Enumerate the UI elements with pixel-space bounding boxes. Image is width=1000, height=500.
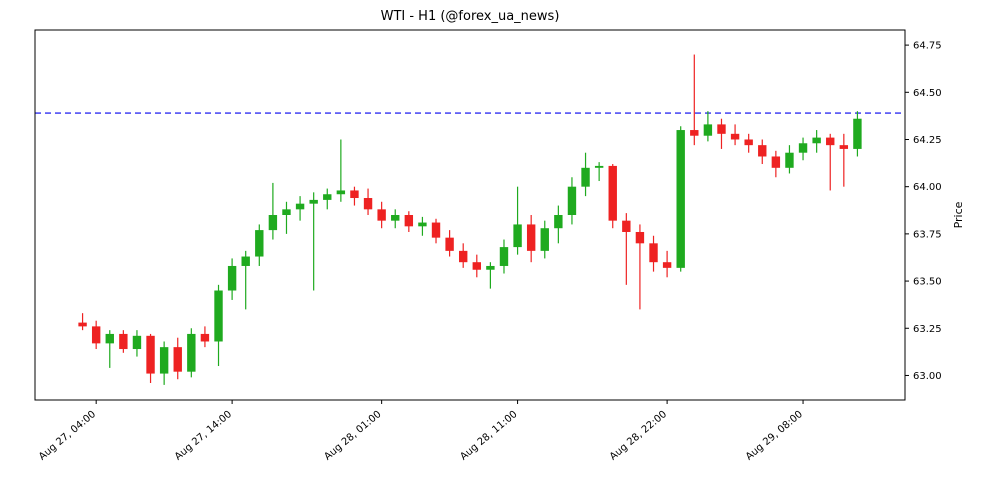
- y-tick-label: 63.25: [913, 324, 942, 335]
- candle: [554, 205, 563, 244]
- candle: [540, 220, 549, 259]
- candle: [404, 211, 414, 232]
- candle: [241, 250, 250, 310]
- y-tick-label: 64.50: [913, 88, 942, 99]
- x-tick-label: Aug 28, 22:00: [608, 409, 669, 463]
- candle: [608, 164, 617, 229]
- candle: [200, 326, 210, 348]
- candle: [214, 284, 223, 367]
- candle: [91, 320, 101, 350]
- y-tick-label: 64.25: [913, 135, 942, 146]
- candle: [594, 162, 604, 182]
- candle: [173, 337, 182, 380]
- candle: [295, 196, 305, 221]
- candle: [336, 139, 346, 202]
- y-axis-label: Price: [952, 201, 965, 228]
- candle: [445, 230, 454, 257]
- candle: [363, 188, 373, 215]
- x-tick-label: Aug 28, 01:00: [322, 409, 383, 463]
- candle: [662, 250, 672, 278]
- candle: [839, 133, 849, 187]
- chart-title: WTI - H1 (@forex_ua_news): [381, 9, 560, 24]
- candle: [431, 218, 441, 244]
- candle: [377, 201, 386, 229]
- plot-area: 63.00 63.25 63.50 63.75 64.00 64.25 64.50 64.75…: [34, 29, 942, 463]
- candle: [785, 145, 794, 174]
- x-tick-label: Aug 29, 08:00: [744, 409, 805, 463]
- candle: [282, 201, 291, 234]
- candle: [187, 328, 196, 378]
- candle: [472, 254, 481, 278]
- candle: [350, 186, 359, 206]
- candle: [581, 152, 590, 197]
- candle: [853, 111, 862, 157]
- x-tick-label: Aug 27, 04:00: [37, 409, 98, 463]
- candle: [771, 150, 781, 178]
- candle: [826, 133, 835, 191]
- candle: [309, 192, 318, 291]
- candle: [690, 54, 699, 146]
- x-tick-label: Aug 27, 14:00: [173, 409, 234, 463]
- y-tick-label: 63.75: [913, 229, 942, 240]
- plot-border: [34, 29, 906, 401]
- candle: [744, 133, 753, 153]
- candle: [649, 235, 658, 272]
- candle: [227, 258, 237, 300]
- candle: [499, 239, 509, 274]
- y-tick-label: 64.75: [913, 41, 942, 52]
- candle: [676, 126, 685, 272]
- candle: [635, 224, 645, 310]
- candle: [567, 177, 577, 225]
- candle: [717, 118, 726, 149]
- candle: [758, 139, 767, 165]
- candle: [78, 313, 87, 331]
- candle: [323, 188, 332, 210]
- y-tick-label: 63.00: [913, 371, 942, 382]
- y-tick-label: 63.50: [913, 277, 942, 288]
- candle: [486, 262, 495, 289]
- candle: [526, 215, 536, 263]
- candle: [418, 216, 427, 236]
- candle: [730, 124, 740, 146]
- candle: [159, 341, 169, 385]
- candle: [105, 330, 114, 368]
- x-tick-label: Aug 28, 11:00: [458, 409, 519, 463]
- candle: [703, 111, 713, 142]
- candle: [268, 182, 278, 240]
- candle: [132, 330, 142, 357]
- candle: [513, 186, 522, 255]
- candle: [119, 330, 128, 353]
- candle: [255, 224, 264, 266]
- candle: [391, 209, 400, 229]
- y-tick-label: 64.00: [913, 182, 942, 193]
- candle: [798, 137, 808, 161]
- candle: [459, 243, 468, 268]
- candle: [146, 333, 155, 384]
- candle: [812, 130, 821, 153]
- candle: [622, 213, 631, 285]
